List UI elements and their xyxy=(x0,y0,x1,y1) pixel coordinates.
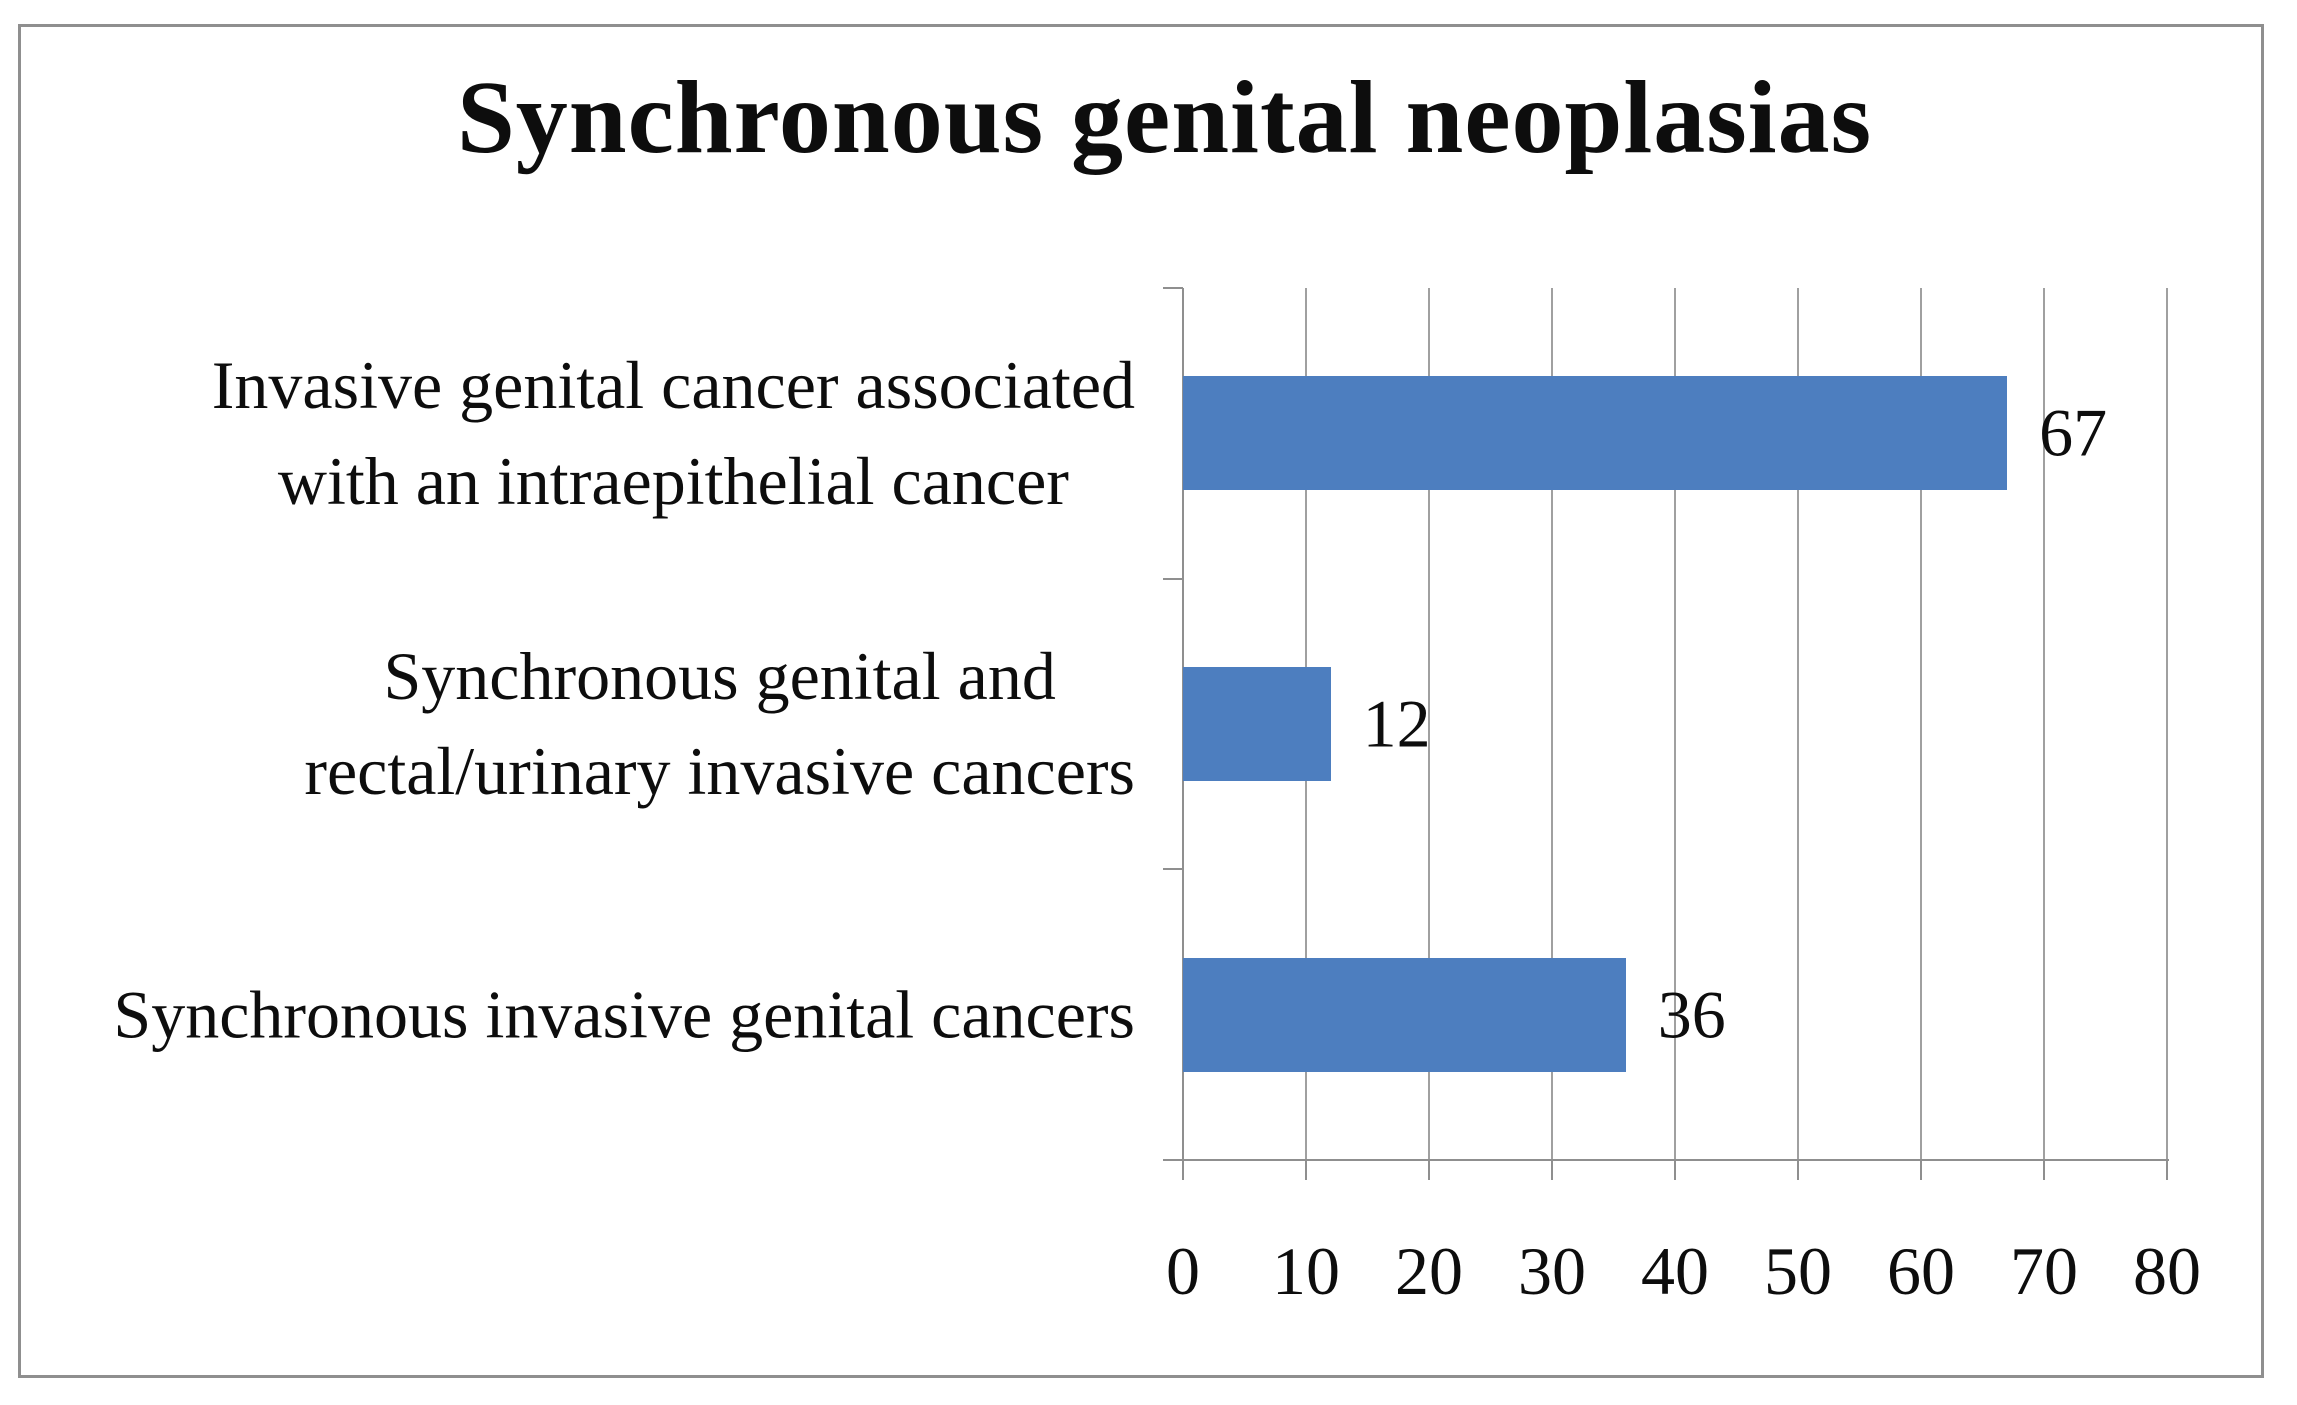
value-axis-labels: 0 10 20 30 40 50 60 70 80 xyxy=(1166,1232,2201,1322)
tick-label: 80 xyxy=(2133,1233,2201,1309)
gridline xyxy=(1551,288,1553,1160)
tick-label: 0 xyxy=(1166,1233,1200,1309)
gridline xyxy=(2043,288,2045,1160)
category-axis-tick xyxy=(1163,287,1183,289)
gridline xyxy=(1797,288,1799,1160)
value-axis-tick xyxy=(2043,1160,2045,1180)
category-axis-labels: Invasive genital cancer associated with … xyxy=(0,288,1150,1160)
data-label: 12 xyxy=(1362,685,1431,762)
tick-label: 50 xyxy=(1764,1233,1832,1309)
value-axis-tick xyxy=(1305,1160,1307,1180)
gridline xyxy=(1674,288,1676,1160)
category-axis-tick xyxy=(1163,868,1183,871)
tick-label: 60 xyxy=(1887,1233,1955,1309)
bar xyxy=(1183,376,2008,491)
gridline xyxy=(1428,288,1430,1160)
value-axis-tick xyxy=(1182,1160,1184,1180)
category-axis-tick xyxy=(1163,577,1183,580)
gridline xyxy=(1920,288,1922,1160)
value-axis-tick xyxy=(1428,1160,1430,1180)
tick-label: 70 xyxy=(2010,1233,2078,1309)
bar xyxy=(1183,957,1626,1072)
data-label: 67 xyxy=(2039,394,2108,471)
plot-area: 67 12 36 xyxy=(1163,287,2169,1180)
tick-label: 10 xyxy=(1272,1233,1340,1309)
category-label: Synchronous invasive genital cancers xyxy=(113,976,1135,1053)
tick-label: 30 xyxy=(1518,1233,1586,1309)
value-axis-tick xyxy=(2166,1160,2168,1180)
value-axis-tick xyxy=(1920,1160,1922,1180)
chart-title: Synchronous genital neoplasias xyxy=(456,60,1873,175)
value-axis-tick xyxy=(1797,1160,1799,1180)
tick-label: 20 xyxy=(1395,1233,1463,1309)
tick-label: 40 xyxy=(1641,1233,1709,1309)
bar xyxy=(1183,667,1331,781)
gridline xyxy=(2166,288,2168,1160)
value-axis-line xyxy=(1163,1159,2169,1161)
data-label: 36 xyxy=(1657,976,1726,1053)
chart-outer-border xyxy=(18,24,2264,1378)
value-axis-tick xyxy=(1551,1160,1553,1180)
category-label: Synchronous genital and rectal/urinary i… xyxy=(304,637,1135,809)
value-axis-tick xyxy=(1674,1160,1676,1180)
category-label: Invasive genital cancer associated with … xyxy=(211,347,1135,519)
